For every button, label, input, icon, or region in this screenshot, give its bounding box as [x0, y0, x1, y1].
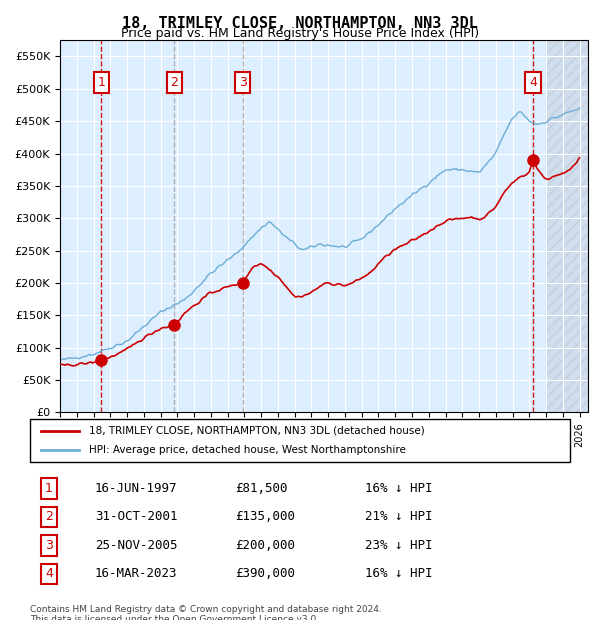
Text: 4: 4 — [529, 76, 537, 89]
Text: 2: 2 — [170, 76, 178, 89]
Text: 31-OCT-2001: 31-OCT-2001 — [95, 510, 178, 523]
Text: 25-NOV-2005: 25-NOV-2005 — [95, 539, 178, 552]
Text: 16% ↓ HPI: 16% ↓ HPI — [365, 482, 432, 495]
Bar — [546, 40, 588, 412]
Text: Contains HM Land Registry data © Crown copyright and database right 2024.
This d: Contains HM Land Registry data © Crown c… — [30, 604, 382, 620]
Text: £135,000: £135,000 — [235, 510, 295, 523]
Text: 3: 3 — [45, 539, 53, 552]
Text: Price paid vs. HM Land Registry's House Price Index (HPI): Price paid vs. HM Land Registry's House … — [121, 27, 479, 40]
Text: 2: 2 — [45, 510, 53, 523]
Text: 18, TRIMLEY CLOSE, NORTHAMPTON, NN3 3DL (detached house): 18, TRIMLEY CLOSE, NORTHAMPTON, NN3 3DL … — [89, 426, 425, 436]
Text: HPI: Average price, detached house, West Northamptonshire: HPI: Average price, detached house, West… — [89, 445, 406, 454]
FancyBboxPatch shape — [30, 418, 570, 462]
Text: £390,000: £390,000 — [235, 567, 295, 580]
Text: 4: 4 — [45, 567, 53, 580]
Text: 16-MAR-2023: 16-MAR-2023 — [95, 567, 178, 580]
Text: £81,500: £81,500 — [235, 482, 288, 495]
Text: 16% ↓ HPI: 16% ↓ HPI — [365, 567, 432, 580]
Text: 23% ↓ HPI: 23% ↓ HPI — [365, 539, 432, 552]
Text: 1: 1 — [97, 76, 105, 89]
Text: 1: 1 — [45, 482, 53, 495]
Text: 18, TRIMLEY CLOSE, NORTHAMPTON, NN3 3DL: 18, TRIMLEY CLOSE, NORTHAMPTON, NN3 3DL — [122, 16, 478, 30]
Text: 16-JUN-1997: 16-JUN-1997 — [95, 482, 178, 495]
Text: 21% ↓ HPI: 21% ↓ HPI — [365, 510, 432, 523]
Text: 3: 3 — [239, 76, 247, 89]
Text: £200,000: £200,000 — [235, 539, 295, 552]
